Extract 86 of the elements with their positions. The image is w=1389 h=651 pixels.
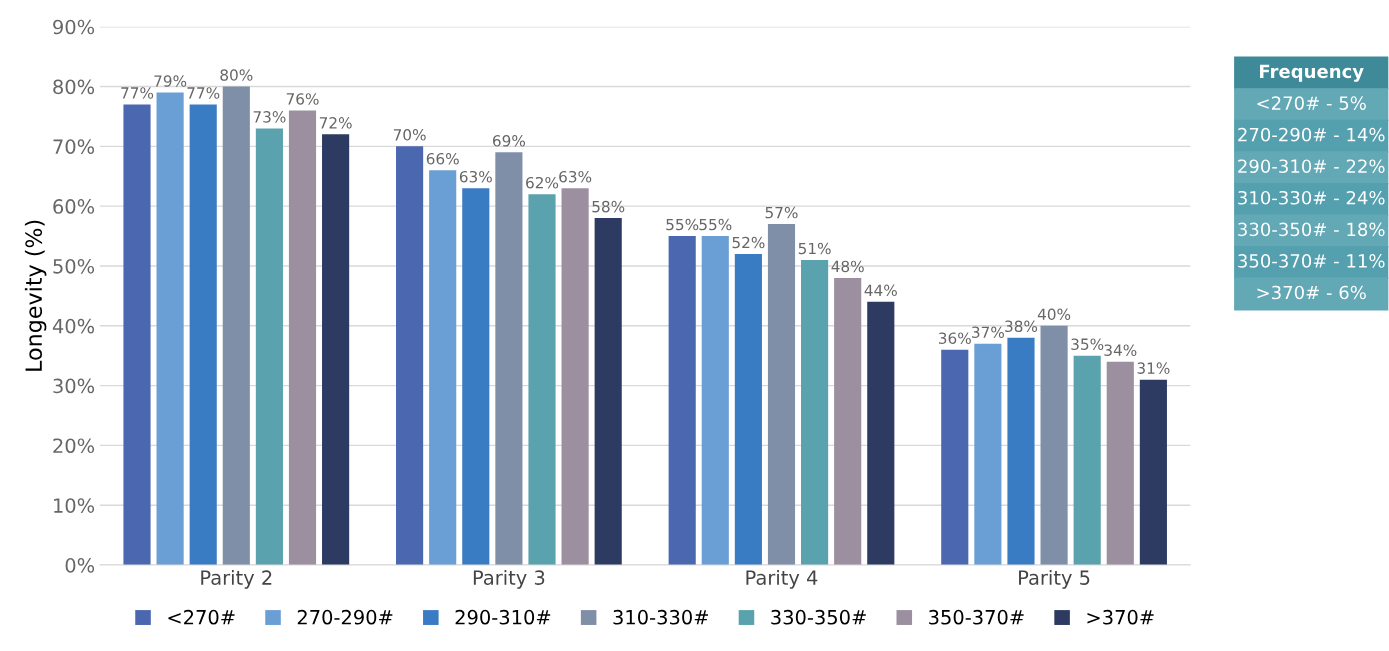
- data-label: 80%: [220, 69, 253, 81]
- bar: [801, 259, 829, 566]
- bar: [429, 170, 457, 566]
- x-tick-label: Parity 4: [746, 569, 818, 589]
- bar: [734, 254, 762, 566]
- legend-label: >370#: [1087, 609, 1154, 625]
- data-label: 44%: [864, 284, 897, 297]
- text: >370# - 6%: [1257, 285, 1366, 300]
- data-label: 36%: [938, 332, 971, 344]
- data-label: 77%: [187, 87, 220, 99]
- data-label: 66%: [426, 152, 459, 165]
- y-tick-label: 10%: [54, 498, 95, 513]
- bar: [1073, 355, 1101, 566]
- data-label: 69%: [492, 135, 526, 147]
- y-tick-label: 80%: [53, 79, 95, 95]
- data-label: 55%: [699, 218, 732, 231]
- bar: [941, 349, 969, 566]
- legend-label: 290-310#: [455, 609, 551, 625]
- data-label: 48%: [831, 260, 864, 273]
- data-label: 34%: [1104, 344, 1137, 356]
- y-tick-label: 20%: [53, 438, 95, 454]
- data-label: 58%: [592, 200, 625, 213]
- data-label: 35%: [1071, 338, 1104, 350]
- data-label: 79%: [154, 75, 187, 87]
- data-label: 73%: [253, 111, 286, 123]
- y-axis-title: Longevity (%): [24, 220, 47, 371]
- text: Frequency: [1260, 64, 1364, 82]
- x-tick-label: Parity 5: [1019, 569, 1090, 589]
- bar: [222, 86, 250, 566]
- y-tick-label: 50%: [53, 258, 95, 274]
- bar: [462, 188, 490, 566]
- legend-label: 330-350#: [771, 609, 866, 625]
- bar: [974, 343, 1002, 566]
- bar: [156, 92, 184, 566]
- data-label: 38%: [1005, 320, 1038, 333]
- bar: [561, 188, 589, 566]
- y-tick-label: 40%: [52, 318, 95, 334]
- data-label: 57%: [765, 206, 798, 219]
- text: 310-330# - 24%: [1238, 190, 1385, 205]
- data-label: 51%: [798, 242, 831, 255]
- bar: [396, 146, 424, 566]
- y-tick-label: 90%: [53, 19, 95, 35]
- bar: [867, 301, 895, 566]
- data-label: 77%: [121, 87, 154, 99]
- y-tick-label: 70%: [53, 139, 95, 154]
- legend-label: 310-330#: [613, 609, 709, 625]
- bar: [123, 104, 151, 566]
- data-label: 63%: [559, 170, 592, 183]
- bar: [255, 128, 283, 566]
- bar: [701, 236, 729, 566]
- bar: [495, 152, 523, 566]
- legend-label: 270-290#: [297, 609, 393, 625]
- text: <270# - 5%: [1257, 96, 1366, 110]
- data-label: 72%: [319, 117, 352, 129]
- legend-label: 350-370#: [929, 609, 1024, 625]
- bar: [594, 218, 622, 566]
- bar: [1040, 325, 1068, 566]
- bar: [767, 224, 796, 566]
- data-label: 63%: [459, 170, 492, 183]
- legend-label: <270#: [168, 609, 235, 625]
- bar: [528, 194, 556, 566]
- x-tick-label: Parity 3: [473, 569, 545, 589]
- data-label: 55%: [666, 218, 699, 231]
- x-tick-label: Parity 2: [201, 569, 272, 589]
- text: 350-370# - 11%: [1238, 254, 1385, 268]
- data-label: 62%: [526, 176, 559, 189]
- data-label: 40%: [1037, 308, 1071, 321]
- bar: [189, 104, 217, 566]
- text: 290-310# - 22%: [1238, 159, 1385, 174]
- data-label: 76%: [286, 93, 319, 105]
- bar: [1007, 337, 1035, 566]
- text: 330-350# - 18%: [1238, 222, 1385, 237]
- bar: [288, 110, 317, 566]
- bar: [668, 236, 696, 566]
- data-label: 70%: [393, 129, 426, 141]
- data-label: 37%: [972, 326, 1005, 338]
- bar: [1106, 361, 1134, 566]
- y-tick-label: 60%: [53, 199, 95, 214]
- y-tick-label: 0%: [65, 558, 95, 573]
- text: 270-290# - 14%: [1238, 127, 1385, 142]
- y-tick-label: 30%: [53, 378, 95, 394]
- bar: [322, 134, 350, 566]
- data-label: 31%: [1137, 362, 1170, 374]
- bar: [834, 277, 862, 566]
- data-label: 52%: [732, 236, 765, 249]
- bar: [1139, 379, 1167, 566]
